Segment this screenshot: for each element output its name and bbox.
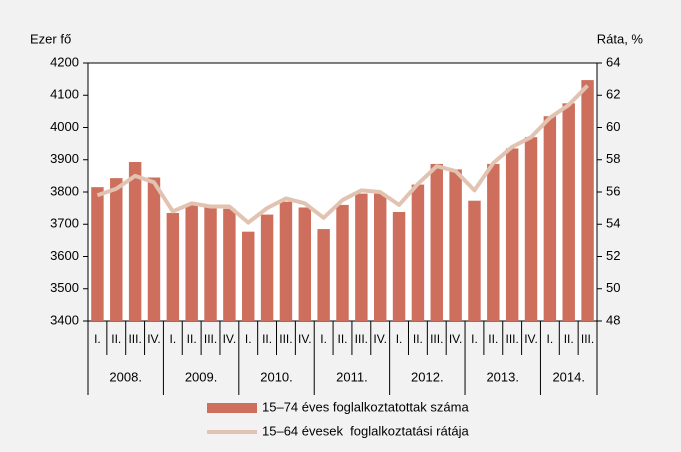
y-tick-label: 4100 — [50, 87, 79, 102]
year-label: 2012. — [411, 369, 444, 384]
x-tick-label: III. — [128, 332, 141, 346]
x-tick-label: IV. — [147, 332, 161, 346]
x-tick-label: IV. — [449, 332, 463, 346]
legend-swatch — [207, 403, 257, 413]
line — [96, 84, 590, 225]
y-axis-label: Ezer fő — [30, 31, 71, 46]
bar — [279, 201, 293, 321]
bar — [147, 177, 161, 321]
bar — [110, 178, 123, 321]
bar — [91, 187, 104, 321]
legend-label: 15–74 éves foglalkoztatottak száma — [262, 399, 469, 414]
bar — [392, 211, 406, 321]
bar — [166, 212, 180, 321]
y2-tick-label: 56 — [606, 183, 620, 198]
x-tick-label: IV. — [373, 332, 387, 346]
bar — [223, 208, 236, 321]
x-tick-label: I. — [471, 332, 478, 346]
y2-tick-label: 50 — [606, 280, 620, 295]
x-tick-label: II. — [564, 332, 574, 346]
bar — [449, 169, 462, 321]
y-tick-label: 4000 — [50, 119, 79, 134]
y2-tick-label: 64 — [606, 54, 620, 69]
bar — [411, 184, 425, 321]
year-label: 2010. — [260, 369, 293, 384]
bar — [562, 103, 575, 321]
bar — [543, 116, 557, 322]
x-tick-label: II. — [262, 332, 272, 346]
bar — [487, 163, 500, 321]
bar — [373, 193, 387, 321]
x-tick-label: II. — [111, 332, 121, 346]
bar — [581, 80, 594, 321]
x-tick-label: I. — [245, 332, 252, 346]
year-label: 2014. — [552, 369, 585, 384]
bar — [242, 231, 255, 321]
bar — [524, 137, 538, 321]
y-tick-label: 3500 — [50, 280, 79, 295]
bar — [430, 163, 443, 321]
y2-tick-label: 52 — [606, 248, 620, 263]
x-tick-label: I. — [396, 332, 403, 346]
bar — [317, 229, 330, 321]
y-tick-label: 3700 — [50, 216, 79, 231]
x-tick-label: II. — [337, 332, 347, 346]
y2-axis-label: Ráta, % — [597, 31, 644, 46]
x-tick-label: III. — [430, 332, 443, 346]
y-tick-label: 3400 — [50, 312, 79, 327]
legend-label: 15–64 évesek foglalkoztatási rátája — [262, 423, 469, 438]
x-tick-label: II. — [488, 332, 498, 346]
x-tick-label: I. — [169, 332, 176, 346]
y2-tick-label: 60 — [606, 119, 620, 134]
bar — [468, 200, 481, 321]
x-tick-label: I. — [94, 332, 101, 346]
y-tick-label: 3900 — [50, 151, 79, 166]
x-tick-label: III. — [581, 332, 594, 346]
bar — [505, 148, 519, 321]
bar — [128, 162, 142, 321]
y2-tick-label: 62 — [606, 87, 620, 102]
x-tick-label: II. — [187, 332, 197, 346]
x-tick-label: III. — [279, 332, 292, 346]
y2-tick-label: 58 — [606, 151, 620, 166]
year-label: 2008. — [109, 369, 142, 384]
y-tick-label: 3800 — [50, 183, 79, 198]
x-tick-label: II. — [413, 332, 423, 346]
bar — [298, 207, 312, 321]
y-tick-label: 3600 — [50, 248, 79, 263]
y-tick-label: 4200 — [50, 54, 79, 69]
year-label: 2011. — [336, 369, 368, 384]
year-label: 2009. — [185, 369, 218, 384]
x-tick-label: I. — [320, 332, 327, 346]
x-tick-label: IV. — [298, 332, 312, 346]
year-label: 2013. — [486, 369, 519, 384]
x-tick-label: I. — [547, 332, 554, 346]
x-tick-label: IV. — [524, 332, 538, 346]
bar — [355, 193, 368, 321]
x-tick-label: III. — [355, 332, 368, 346]
bar — [336, 204, 349, 321]
y2-tick-label: 54 — [606, 216, 620, 231]
bar — [204, 207, 217, 321]
x-tick-label: III. — [204, 332, 217, 346]
x-tick-label: IV. — [223, 332, 237, 346]
x-tick-label: III. — [505, 332, 518, 346]
bar — [260, 214, 274, 321]
y2-tick-label: 48 — [606, 312, 620, 327]
bar — [185, 204, 198, 321]
